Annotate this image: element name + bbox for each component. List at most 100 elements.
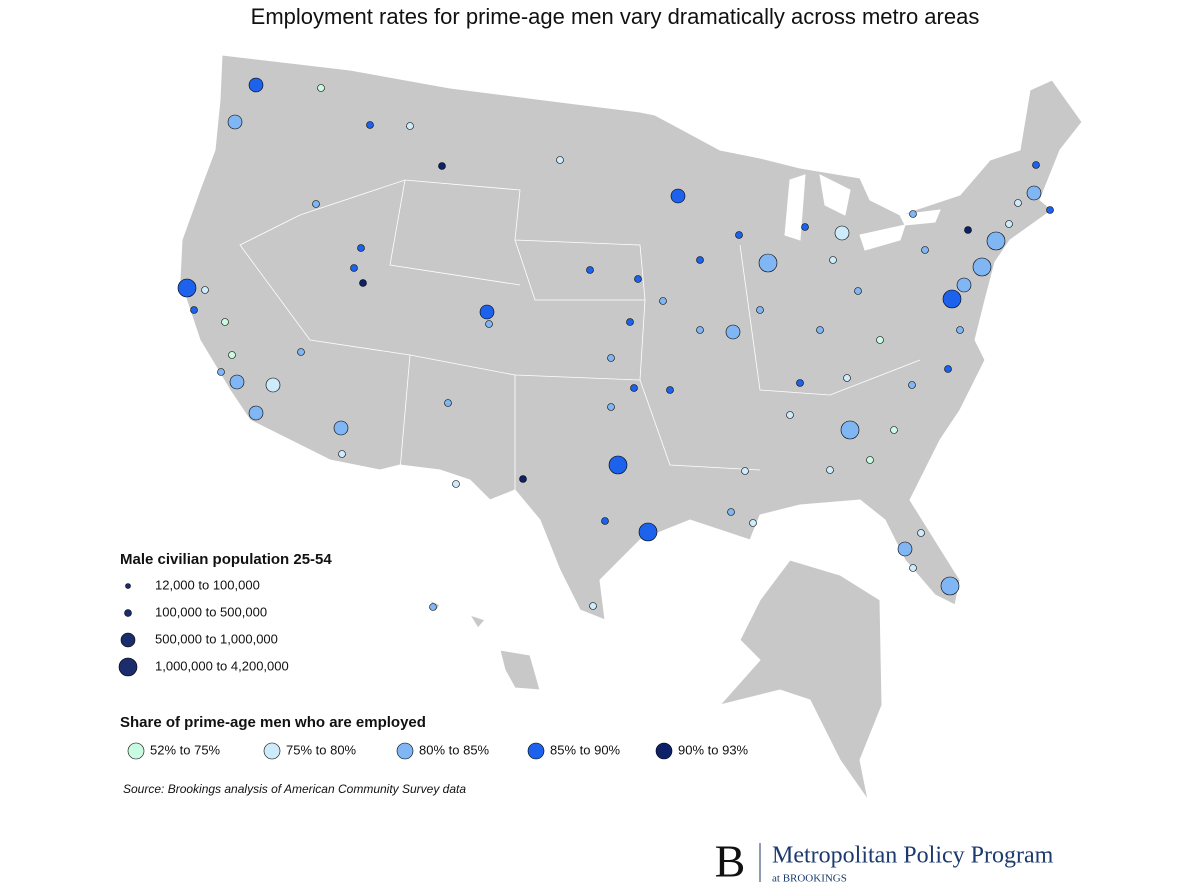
metro-dot (190, 306, 198, 314)
metro-dot (840, 420, 860, 440)
metro-dot (921, 246, 929, 254)
size-legend-label: 1,000,000 to 4,200,000 (155, 658, 289, 673)
metro-dot (248, 77, 264, 93)
great-lakes (724, 139, 941, 251)
metro-dot (1005, 220, 1013, 228)
color-legend-label: 80% to 85% (419, 742, 490, 757)
metro-dot (607, 354, 615, 362)
metro-dot (749, 519, 757, 527)
metro-dot (897, 541, 913, 557)
alaska (718, 559, 883, 801)
metro-dot (317, 84, 325, 92)
metro-dot (519, 475, 527, 483)
metro-dot (866, 456, 874, 464)
metro-dot (297, 348, 305, 356)
metro-dot (312, 200, 320, 208)
metro-dot (956, 326, 964, 334)
size-legend-label: 500,000 to 1,000,000 (155, 631, 278, 646)
metro-dot (479, 304, 495, 320)
metro-dot (940, 576, 960, 596)
source: Source: Brookings analysis of American C… (123, 782, 466, 796)
metro-dot (265, 377, 281, 393)
color-legend-symbol (655, 742, 673, 760)
metro-dot (756, 306, 764, 314)
color-legend-symbol (263, 742, 281, 760)
us-map (179, 54, 1083, 801)
metro-dot (229, 374, 245, 390)
metro-dot (696, 326, 704, 334)
size-legend-symbol (120, 632, 136, 648)
metro-dot (366, 121, 374, 129)
metro-dot (786, 411, 794, 419)
metro-dot (876, 336, 884, 344)
metro-dot (758, 253, 778, 273)
metro-dot (1046, 206, 1054, 214)
metro-dot (177, 278, 197, 298)
state-lines (239, 179, 921, 490)
metro-dot (826, 466, 834, 474)
color-legend-symbol (127, 742, 145, 760)
metro-dot (429, 603, 437, 611)
metro-dot (696, 256, 704, 264)
metro-dots (177, 77, 1054, 611)
contiguous-us (179, 54, 1083, 621)
metro-dot (727, 508, 735, 516)
metro-dot (956, 277, 972, 293)
color-legend-title: Share of prime-age men who are employed (120, 714, 426, 731)
metro-dot (634, 275, 642, 283)
metro-dot (452, 480, 460, 488)
metro-dot (406, 122, 414, 130)
metro-dot (589, 602, 597, 610)
metro-dot (917, 529, 925, 537)
metro-dot (359, 279, 367, 287)
metro-dot (986, 231, 1006, 251)
metro-dot (357, 244, 365, 252)
metro-dot (666, 386, 674, 394)
metro-dot (843, 374, 851, 382)
size-legend-title: Male civilian population 25-54 (120, 551, 332, 568)
metro-dot (796, 379, 804, 387)
metro-dot (1032, 161, 1040, 169)
metro-dot (607, 403, 615, 411)
metro-dot (338, 450, 346, 458)
metro-dot (333, 420, 349, 436)
size-legend-symbol (118, 657, 138, 677)
metro-dot (201, 286, 209, 294)
metro-dot (248, 405, 264, 421)
color-legend-label: 90% to 93% (678, 742, 749, 757)
metro-dot (834, 225, 850, 241)
metro-dot (944, 365, 952, 373)
metro-dot (608, 455, 628, 475)
metro-dot (1014, 199, 1022, 207)
logo-mark: B (715, 836, 746, 887)
color-legend-label: 75% to 80% (286, 742, 357, 757)
metro-dot (972, 257, 992, 277)
size-legend-symbol (124, 609, 132, 617)
metro-dot (735, 231, 743, 239)
metro-dot (890, 426, 898, 434)
metro-dot (909, 210, 917, 218)
metro-dot (1026, 185, 1042, 201)
metro-dot (556, 156, 564, 164)
metro-dot (909, 564, 917, 572)
metro-dot (725, 324, 741, 340)
metro-dot (964, 226, 972, 234)
metro-dot (854, 287, 862, 295)
color-legend-label: 52% to 75% (150, 742, 221, 757)
metro-dot (670, 188, 686, 204)
metro-dot (485, 320, 493, 328)
metro-dot (350, 264, 358, 272)
title: Employment rates for prime-age men vary … (251, 4, 980, 29)
color-legend-symbol (396, 742, 414, 760)
metro-dot (221, 318, 229, 326)
size-legend-symbol (125, 583, 131, 589)
hawaii (429, 598, 541, 691)
metro-dot (586, 266, 594, 274)
metro-dot (217, 368, 225, 376)
metro-dot (626, 318, 634, 326)
metro-dot (438, 162, 446, 170)
metro-dot (601, 517, 609, 525)
logo-sub: at BROOKINGS (772, 873, 847, 885)
metro-dot (228, 351, 236, 359)
